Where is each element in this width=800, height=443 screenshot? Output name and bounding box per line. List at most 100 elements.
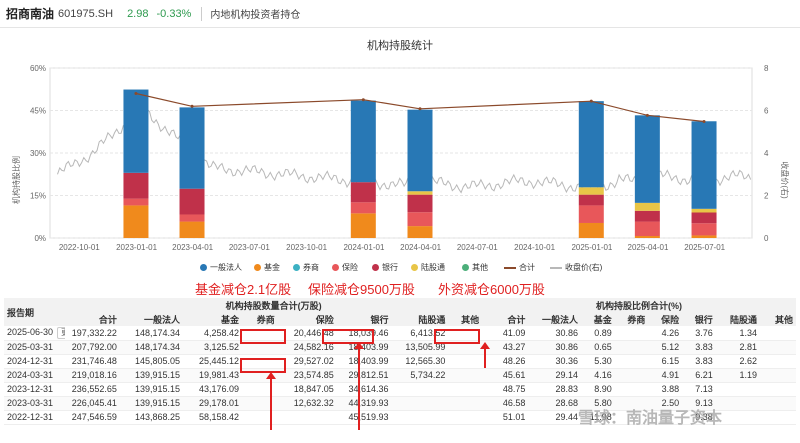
x-tick-label: 2022-10-01: [59, 243, 100, 252]
table-cell: [760, 410, 796, 425]
table-cell: 30.86: [528, 340, 582, 355]
table-cell: [715, 382, 761, 397]
table-cell: 25,445.12: [183, 354, 242, 369]
table-cell: [760, 382, 796, 397]
legend-item[interactable]: 银行: [372, 262, 398, 273]
period-date: 2025-06-30: [7, 326, 54, 337]
header-bar: 招商南油 601975.SH 2.98 -0.33% 内地机构投资者持仓: [0, 0, 800, 28]
table-cell: 4.16: [581, 368, 615, 383]
legend-item[interactable]: 券商: [293, 262, 319, 273]
bar-segment: [123, 205, 149, 238]
bar-segment: [407, 191, 433, 195]
table-cell: 6.15: [648, 354, 683, 369]
table-cell: 29,178.01: [183, 396, 242, 411]
legend-marker: [411, 264, 418, 271]
table-cell: [715, 410, 761, 425]
table-cell: [448, 368, 483, 383]
period-date: 2025-03-31: [7, 342, 54, 352]
ratio-group-header: 机构持股比例合计(%): [482, 298, 796, 312]
x-tick-label: 2023-01-01: [116, 243, 157, 252]
table-cell: 34,614.36: [336, 382, 392, 397]
table-row[interactable]: 2022-12-31 247,546.59 143,868.25 58,158.42 4…: [4, 410, 796, 425]
table-row[interactable]: 2023-03-31 226,045.41 139,915.15 29,178.01 1…: [4, 396, 796, 411]
table-cell: [242, 410, 278, 425]
bar-segment: [123, 89, 149, 173]
table-cell: [760, 368, 796, 383]
table-cell: 4,258.42: [183, 326, 242, 341]
table-cell: 5.80: [581, 396, 615, 411]
table-cell: [448, 326, 483, 341]
column-header: 保险: [648, 312, 683, 326]
table-cell: 219,018.16: [65, 368, 120, 383]
table-cell: 30.86: [528, 326, 582, 341]
period-date: 2024-12-31: [7, 356, 54, 366]
table-cell: 7.13: [682, 382, 716, 397]
table-cell: 13,505.99: [391, 340, 449, 355]
bar-segment: [691, 212, 717, 224]
table-cell: 139,915.15: [119, 368, 184, 383]
bar-segment: [578, 187, 604, 195]
legend-item[interactable]: 一般法人: [200, 262, 242, 273]
legend-marker: [504, 266, 516, 269]
table-cell: 12,565.30: [391, 354, 449, 369]
table-cell: 0.89: [581, 326, 615, 341]
bar-segment: [350, 213, 376, 238]
table-cell: 18,847.05: [277, 382, 337, 397]
legend-label: 收盘价(右): [565, 263, 603, 272]
legend-marker: [254, 264, 261, 271]
table-cell: 2.50: [648, 396, 683, 411]
column-header: 陆股通: [391, 312, 449, 326]
stock-price: 2.98: [127, 7, 149, 20]
stock-change: -0.33%: [156, 7, 192, 20]
bar-segment: [691, 208, 717, 213]
table-cell: 18,403.99: [336, 340, 392, 355]
table-cell: [448, 340, 483, 355]
period-header: 报告期: [4, 298, 66, 326]
table-cell: 46.58: [482, 396, 529, 411]
table-cell: [614, 326, 649, 341]
column-header: 保险: [277, 312, 337, 326]
table-cell: 11.98: [581, 410, 615, 425]
table-cell: 28.68: [528, 396, 582, 411]
table-cell: 236,552.65: [65, 382, 120, 397]
table-row[interactable]: 2024-03-31 219,018.16 139,915.15 19,981.43 2…: [4, 368, 796, 383]
table-cell: 43,176.09: [183, 382, 242, 397]
bar-segment: [179, 214, 205, 222]
legend-marker: [332, 264, 339, 271]
legend-item[interactable]: 收盘价(右): [550, 262, 602, 273]
table-cell: 4.91: [648, 368, 683, 383]
bar-segment: [578, 222, 604, 238]
annotation-foreign: 外资减仓6000万股: [438, 282, 545, 297]
y-axis-label: 机构持股比例: [11, 156, 21, 204]
x-tick-label: 2024-07-01: [457, 243, 498, 252]
table-row[interactable]: 2024-12-31 231,746.48 145,805.05 25,445.12 2…: [4, 354, 796, 369]
legend-label: 券商: [303, 263, 319, 272]
table-cell: 226,045.41: [65, 396, 120, 411]
tab-institutional-holdings[interactable]: 内地机构投资者持仓: [210, 10, 301, 21]
table-cell: 9.38: [682, 410, 716, 425]
x-tick-label: 2024-01-01: [343, 243, 384, 252]
column-header: 券商: [242, 312, 278, 326]
column-header: 一般法人: [119, 312, 184, 326]
table-cell: 6.21: [682, 368, 716, 383]
column-header: 基金: [581, 312, 615, 326]
table-cell: 3,125.52: [183, 340, 242, 355]
legend-item[interactable]: 合计: [504, 262, 535, 273]
table-row[interactable]: 2025-03-31 207,792.00 148,174.34 3,125.52 24…: [4, 340, 796, 355]
period-cell: 2023-12-31: [4, 382, 66, 397]
table-cell: 45.61: [482, 368, 529, 383]
legend-item[interactable]: 其他: [462, 262, 488, 273]
column-header: 券商: [614, 312, 649, 326]
legend-item[interactable]: 陆股通: [411, 262, 445, 273]
table-cell: [760, 340, 796, 355]
bar-segment: [691, 235, 717, 238]
legend-item[interactable]: 保险: [332, 262, 358, 273]
table-cell: 231,746.48: [65, 354, 120, 369]
bar-segment: [578, 205, 604, 223]
table-row[interactable]: 2025-06-30更新中197,332.22148,174.344,258.4…: [4, 326, 796, 341]
bar-segment: [634, 210, 660, 222]
table-cell: [760, 326, 796, 341]
table-row[interactable]: 2023-12-31 236,552.65 139,915.15 43,176.09 1…: [4, 382, 796, 397]
legend-item[interactable]: 基金: [254, 262, 280, 273]
table-cell: 5.12: [648, 340, 683, 355]
